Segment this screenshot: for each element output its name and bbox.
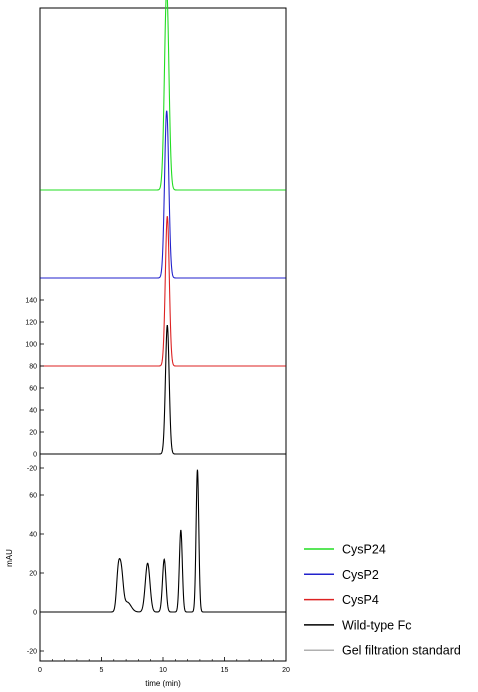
traces-group: [40, 0, 286, 613]
series-line-gel-filtration-standard: [40, 469, 286, 613]
lower-y-tick-label: 20: [29, 571, 37, 578]
x-tick-label: 5: [100, 667, 104, 674]
upper-y-tick-label: 0: [33, 452, 37, 459]
x-tick-label: 10: [159, 667, 167, 674]
legend-label-gel-filtration-standard: Gel filtration standard: [342, 644, 461, 658]
series-line-wild-type-fc: [40, 325, 286, 455]
legend-label-cysp24: CysP24: [342, 543, 386, 557]
lower-y-tick-label: 0: [33, 610, 37, 617]
x-tick-label: 15: [221, 667, 229, 674]
upper-y-tick-label: 60: [29, 386, 37, 393]
series-line-cysp2: [40, 110, 286, 279]
y-axis-title: mAU: [5, 549, 14, 567]
legend-label-wild-type-fc: Wild-type Fc: [342, 618, 411, 632]
upper-y-tick-label: 20: [29, 430, 37, 437]
upper-y-tick-label: 80: [29, 364, 37, 371]
legend-label-cysp4: CysP4: [342, 593, 379, 607]
x-axis-title: time (min): [145, 679, 181, 688]
lower-y-tick-label: 60: [29, 493, 37, 500]
x-tick-label: 0: [38, 667, 42, 674]
series-line-cysp24: [40, 0, 286, 191]
axes-group: 0 5 10 15 20 0 20 40 60 80 100 120 140 -20 0 20 40 60 -20: [25, 298, 290, 675]
lower-y-tick-label: -20: [27, 649, 37, 656]
x-tick-label: 20: [282, 667, 290, 674]
upper-y-tick-label: 40: [29, 408, 37, 415]
lower-y-tick-label: 40: [29, 532, 37, 539]
upper-y-tick-label: 120: [25, 320, 37, 327]
legend-label-cysp2: CysP2: [342, 568, 379, 582]
legend: CysP24 CysP2 CysP4 Wild-type Fc Gel filtrati…: [304, 543, 461, 658]
plot-frame: [39, 7, 287, 662]
lower-y-tick-label: -20: [27, 466, 37, 473]
upper-y-tick-label: 100: [25, 342, 37, 349]
series-line-cysp4: [40, 216, 286, 367]
upper-y-tick-label: 140: [25, 298, 37, 305]
